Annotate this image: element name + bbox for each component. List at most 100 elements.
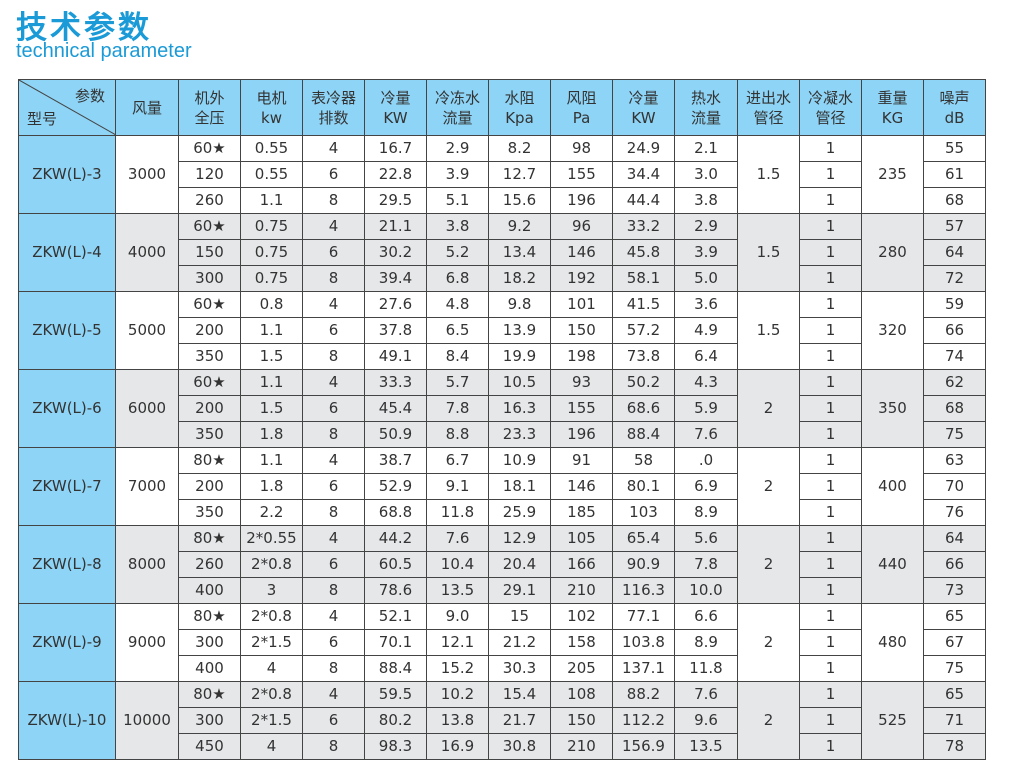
data-cell: 8.8 <box>426 421 489 448</box>
airflow-cell: 9000 <box>115 603 179 682</box>
data-cell: 4 <box>240 655 303 682</box>
pipe-diameter-cell: 1.5 <box>737 291 800 370</box>
table-row: 350 1.8 8 50.9 8.8 23.3 196 88.4 7.6 1 75 <box>19 421 986 448</box>
data-cell: 1 <box>799 655 862 682</box>
model-cell: ZKW(L)-6 <box>18 369 116 448</box>
data-cell: 8 <box>302 187 365 214</box>
data-cell: 10.0 <box>674 577 738 604</box>
data-cell: 80.2 <box>364 707 427 734</box>
data-cell: 11.8 <box>674 655 738 682</box>
data-cell: 44.2 <box>364 525 427 552</box>
model-cell: ZKW(L)-3 <box>18 135 116 214</box>
data-cell: 1.1 <box>240 317 303 344</box>
data-cell: 98 <box>550 135 613 162</box>
data-cell: 88.4 <box>612 421 675 448</box>
model-cell: ZKW(L)-7 <box>18 447 116 526</box>
table-row: 400 4 8 88.4 15.2 30.3 205 137.1 11.8 1 75 <box>19 655 986 682</box>
data-cell: 1.1 <box>240 369 303 396</box>
data-cell: 59 <box>923 291 986 318</box>
data-cell: 25.9 <box>488 499 551 526</box>
data-cell: 62 <box>923 369 986 396</box>
data-cell: 102 <box>550 603 613 630</box>
data-cell: 6.5 <box>426 317 489 344</box>
data-cell: 30.2 <box>364 239 427 266</box>
data-cell: 8.9 <box>674 499 738 526</box>
data-cell: 74 <box>923 343 986 370</box>
data-cell: 80★ <box>178 525 241 552</box>
data-cell: 3.6 <box>674 291 738 318</box>
data-cell: 21.2 <box>488 629 551 656</box>
data-cell: 58 <box>612 447 675 474</box>
pipe-diameter-cell: 2 <box>737 525 800 604</box>
data-cell: 68.6 <box>612 395 675 422</box>
data-cell: 8.4 <box>426 343 489 370</box>
data-cell: 1 <box>799 317 862 344</box>
data-cell: 16.7 <box>364 135 427 162</box>
data-cell: 59.5 <box>364 681 427 708</box>
table-row: ZKW(L)-3 3000 60★ 0.55 4 16.7 2.9 8.2 98 24.9 2.1 1… <box>18 135 986 214</box>
data-cell: 75 <box>923 655 986 682</box>
data-cell: 20.4 <box>488 551 551 578</box>
page-subtitle: technical parameter <box>16 40 192 62</box>
data-cell: 34.4 <box>612 161 675 188</box>
data-cell: 2*1.5 <box>240 707 303 734</box>
data-cell: 1.8 <box>240 473 303 500</box>
data-cell: 12.9 <box>488 525 551 552</box>
data-cell: 103 <box>612 499 675 526</box>
data-cell: 8 <box>302 421 365 448</box>
model-cell: ZKW(L)-5 <box>18 291 116 370</box>
data-cell: 60★ <box>178 213 241 240</box>
data-cell: 7.6 <box>426 525 489 552</box>
data-cell: 205 <box>550 655 613 682</box>
data-cell: 6 <box>302 239 365 266</box>
data-cell: 146 <box>550 239 613 266</box>
data-cell: 49.1 <box>364 343 427 370</box>
data-cell: 4 <box>240 733 303 760</box>
data-cell: 4.3 <box>674 369 738 396</box>
column-header: 进出水 管径 <box>737 79 800 136</box>
data-cell: 1 <box>799 213 862 240</box>
data-cell: 0.75 <box>240 265 303 292</box>
data-cell: 30.3 <box>488 655 551 682</box>
data-cell: 96 <box>550 213 613 240</box>
weight-cell: 350 <box>861 369 924 448</box>
data-cell: 60★ <box>178 135 241 162</box>
data-cell: 1.5 <box>240 343 303 370</box>
data-cell: 0.75 <box>240 239 303 266</box>
data-cell: 8 <box>302 577 365 604</box>
data-cell: 12.1 <box>426 629 489 656</box>
pipe-diameter-cell: 2 <box>737 603 800 682</box>
table-row: 350 2.2 8 68.8 11.8 25.9 185 103 8.9 1 76 <box>19 499 986 526</box>
data-cell: 1 <box>799 343 862 370</box>
table-row: 200 1.8 6 52.9 9.1 18.1 146 80.1 6.9 1 70 <box>19 473 986 500</box>
data-cell: 108 <box>550 681 613 708</box>
data-cell: 0.55 <box>240 135 303 162</box>
data-cell: 196 <box>550 187 613 214</box>
table-row: 400 3 8 78.6 13.5 29.1 210 116.3 10.0 1 73 <box>19 577 986 604</box>
pipe-diameter-cell: 2 <box>737 369 800 448</box>
data-cell: 1 <box>799 473 862 500</box>
data-cell: 7.8 <box>426 395 489 422</box>
data-cell: 1 <box>799 421 862 448</box>
data-cell: 93 <box>550 369 613 396</box>
data-cell: 4 <box>302 213 365 240</box>
data-cell: 2.1 <box>674 135 738 162</box>
data-cell: 155 <box>550 161 613 188</box>
data-cell: 13.5 <box>674 733 738 760</box>
data-cell: 450 <box>178 733 241 760</box>
data-cell: 4 <box>302 525 365 552</box>
data-cell: 400 <box>178 577 241 604</box>
column-header: 冷量 KW <box>612 79 675 136</box>
data-cell: 2*0.55 <box>240 525 303 552</box>
data-cell: 33.2 <box>612 213 675 240</box>
parameter-table: 参数 型号 风量 机外 全压 电机 kw 表冷器 排数 冷量 KW 冷冻水 流量 水阻 Kp… <box>18 79 986 760</box>
data-cell: 66 <box>923 551 986 578</box>
data-cell: 6 <box>302 161 365 188</box>
data-cell: 10.2 <box>426 681 489 708</box>
column-header: 水阻 Kpa <box>488 79 551 136</box>
data-cell: 41.5 <box>612 291 675 318</box>
data-cell: 400 <box>178 655 241 682</box>
data-cell: 68 <box>923 395 986 422</box>
data-cell: 21.1 <box>364 213 427 240</box>
data-cell: 150 <box>550 317 613 344</box>
